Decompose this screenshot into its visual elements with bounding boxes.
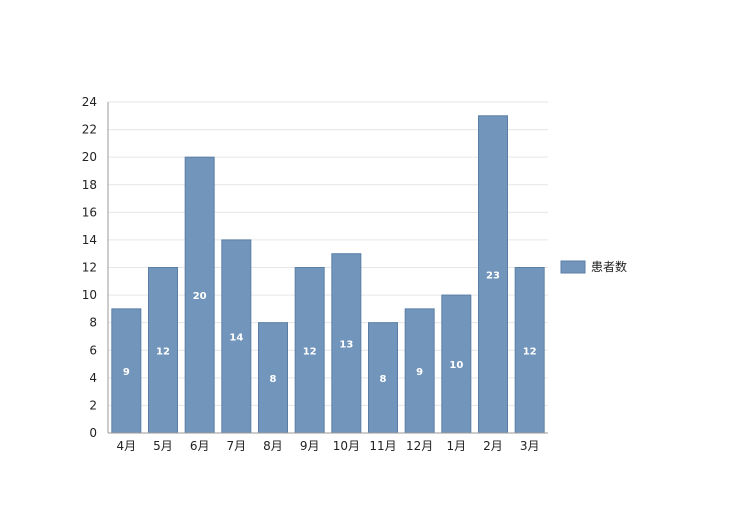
x-tick-label: 7月: [227, 439, 247, 453]
x-tick-label: 5月: [153, 439, 173, 453]
bar-1月: [441, 294, 472, 434]
y-tick-label: 6: [89, 343, 97, 357]
bar-3月: [514, 267, 545, 434]
legend: 患者数: [560, 259, 627, 274]
bar-value-label: 9: [123, 367, 130, 378]
bar-value-label: 8: [270, 374, 277, 385]
x-tick-label: 6月: [190, 439, 210, 453]
bar-value-label: 12: [523, 346, 537, 357]
legend-swatch: [560, 260, 586, 274]
bar-value-label: 12: [156, 346, 170, 357]
bars: 9 12 20 14 8 12 13 8 9 10 23 12: [111, 115, 545, 434]
bar-value-label: 23: [486, 270, 500, 281]
x-tick-label: 3月: [520, 439, 540, 453]
bar-value-label: 20: [193, 291, 207, 302]
y-tick-label: 22: [82, 123, 97, 137]
x-tick-label: 10月: [333, 439, 360, 453]
grid-lines: [108, 101, 548, 406]
x-tick-label: 12月: [406, 439, 433, 453]
bar-value-label: 8: [380, 374, 387, 385]
bar-7月: [221, 239, 252, 434]
bar-11月: [368, 322, 398, 434]
y-tick-label: 12: [82, 261, 97, 275]
bar-6月: [184, 156, 215, 434]
bar-value-label: 10: [449, 360, 463, 371]
y-tick-label: 0: [89, 426, 97, 440]
y-tick-label: 8: [89, 316, 97, 330]
x-tick-label: 8月: [263, 439, 283, 453]
bar-value-label: 9: [416, 367, 423, 378]
bar-value-label: 14: [229, 332, 243, 343]
x-tick-label: 11月: [369, 439, 396, 453]
y-tick-label: 20: [82, 150, 97, 164]
y-tick-label: 24: [82, 95, 97, 109]
y-tick-label: 10: [82, 288, 97, 302]
x-tick-label: 1月: [447, 439, 467, 453]
x-tick-label: 2月: [483, 439, 503, 453]
bar-12月: [404, 308, 435, 434]
y-tick-label: 2: [89, 398, 97, 412]
legend-label: 患者数: [591, 259, 627, 274]
bar-4月: [111, 308, 142, 434]
bar-5月: [148, 267, 178, 434]
x-tick-label: 4月: [117, 439, 137, 453]
x-tick-label: 9月: [300, 439, 320, 453]
bar-value-label: 12: [303, 346, 317, 357]
y-tick-label: 18: [82, 178, 97, 192]
y-tick-label: 14: [82, 233, 97, 247]
bar-value-label: 13: [339, 339, 353, 350]
y-tick-label: 16: [82, 205, 97, 219]
bar-10月: [331, 253, 362, 434]
y-tick-label: 4: [89, 371, 97, 385]
bar-2月: [478, 115, 508, 434]
